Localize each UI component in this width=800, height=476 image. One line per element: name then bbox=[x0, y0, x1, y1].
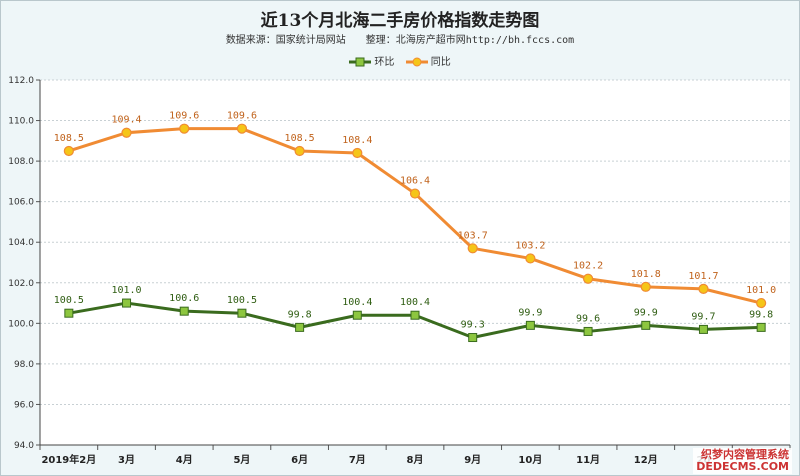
legend-mom-swatch-icon bbox=[349, 57, 372, 67]
y-tick-label: 96.0 bbox=[14, 400, 34, 410]
x-tick-label: 2019年2月 bbox=[41, 453, 96, 466]
y-tick-label: 102.0 bbox=[8, 279, 34, 289]
chart-title: 近13个月北海二手房价格指数走势图 bbox=[260, 11, 540, 31]
yoy-point bbox=[352, 147, 363, 159]
yoy-data-label: 101.8 bbox=[631, 269, 661, 280]
mom-data-label: 99.6 bbox=[576, 313, 600, 324]
yoy-data-label: 109.6 bbox=[169, 111, 199, 122]
legend-item-yoy: 同比 bbox=[405, 53, 451, 68]
mom-point bbox=[698, 324, 708, 334]
mom-data-label: 99.8 bbox=[749, 309, 773, 320]
mom-point bbox=[525, 320, 535, 330]
watermark-line1: 织梦内容管理系统 bbox=[701, 448, 789, 461]
legend-item-mom: 环比 bbox=[349, 53, 394, 68]
yoy-point bbox=[582, 273, 594, 284]
mom-data-label: 99.3 bbox=[461, 320, 485, 331]
chart-subtitle: 数据来源：国家统计局网站 整理：北海房产超市网http://bh.fccs.co… bbox=[225, 35, 575, 46]
yoy-data-label: 101.7 bbox=[688, 271, 718, 282]
yoy-point bbox=[294, 145, 305, 157]
y-tick-label: 98.0 bbox=[14, 360, 34, 370]
mom-data-label: 100.5 bbox=[54, 295, 84, 306]
x-tick-label: 4月 bbox=[176, 454, 193, 466]
yoy-data-label: 103.7 bbox=[458, 230, 488, 241]
y-tick-label: 110.0 bbox=[8, 117, 34, 127]
x-tick-label: 5月 bbox=[233, 454, 250, 466]
yoy-point bbox=[236, 123, 248, 134]
mom-point bbox=[64, 308, 74, 318]
legend: 环比 同比 bbox=[0, 53, 800, 68]
y-tick-label: 94.0 bbox=[14, 441, 34, 451]
x-tick-label: 11月 bbox=[576, 454, 600, 466]
yoy-data-label: 108.4 bbox=[342, 135, 372, 146]
mom-data-label: 99.8 bbox=[288, 309, 312, 320]
legend-yoy-swatch-icon bbox=[405, 57, 428, 67]
y-tick-label: 104.0 bbox=[8, 238, 34, 248]
yoy-data-label: 109.6 bbox=[227, 111, 257, 122]
mom-point bbox=[641, 320, 651, 330]
mom-point bbox=[122, 298, 132, 308]
x-tick-label: 7月 bbox=[349, 454, 366, 466]
y-tick-label: 112.0 bbox=[8, 76, 34, 86]
mom-point bbox=[468, 333, 478, 343]
x-tick-label: 9月 bbox=[464, 454, 481, 466]
x-tick-label: 12月 bbox=[634, 454, 658, 466]
mom-data-label: 99.9 bbox=[634, 307, 658, 318]
mom-point bbox=[352, 310, 362, 320]
yoy-data-label: 102.2 bbox=[573, 261, 603, 272]
mom-data-label: 100.6 bbox=[169, 293, 199, 304]
y-tick-label: 100.0 bbox=[8, 319, 34, 329]
yoy-point bbox=[409, 188, 421, 199]
yoy-data-label: 108.5 bbox=[54, 133, 84, 144]
mom-point bbox=[410, 310, 420, 320]
x-tick-label: 3月 bbox=[118, 454, 135, 466]
plot-area bbox=[40, 80, 790, 445]
yoy-point bbox=[525, 253, 536, 264]
mom-point bbox=[756, 322, 766, 332]
yoy-point bbox=[63, 145, 74, 157]
yoy-data-label: 103.2 bbox=[515, 240, 545, 251]
watermark: 织梦内容管理系统 DEDECMS.COM bbox=[693, 448, 792, 474]
legend-yoy-label: 同比 bbox=[430, 57, 451, 68]
mom-point bbox=[583, 326, 593, 336]
mom-data-label: 100.5 bbox=[227, 295, 257, 306]
y-tick-label: 108.0 bbox=[8, 157, 34, 167]
yoy-point bbox=[698, 283, 709, 294]
watermark-line2: DEDECMS.COM bbox=[696, 460, 789, 473]
mom-point bbox=[179, 306, 189, 316]
mom-data-label: 101.0 bbox=[111, 285, 141, 296]
x-tick-label: 6月 bbox=[291, 454, 308, 466]
yoy-data-label: 109.4 bbox=[111, 115, 141, 126]
legend-mom-label: 环比 bbox=[374, 57, 395, 68]
yoy-point bbox=[640, 281, 651, 292]
x-tick-label: 8月 bbox=[407, 454, 424, 466]
mom-data-label: 100.4 bbox=[400, 297, 430, 308]
mom-data-label: 100.4 bbox=[342, 297, 372, 308]
yoy-point bbox=[467, 243, 478, 254]
yoy-point bbox=[756, 297, 767, 309]
mom-data-label: 99.7 bbox=[691, 311, 715, 322]
yoy-data-label: 101.0 bbox=[746, 285, 776, 296]
x-tick-label: 10月 bbox=[518, 454, 542, 466]
mom-point bbox=[295, 322, 305, 332]
yoy-data-label: 108.5 bbox=[285, 133, 315, 144]
y-tick-label: 106.0 bbox=[8, 198, 34, 208]
yoy-point bbox=[121, 127, 132, 138]
yoy-point bbox=[179, 123, 190, 134]
yoy-data-label: 106.4 bbox=[400, 176, 430, 187]
mom-data-label: 99.9 bbox=[518, 307, 542, 318]
mom-point bbox=[237, 308, 247, 318]
